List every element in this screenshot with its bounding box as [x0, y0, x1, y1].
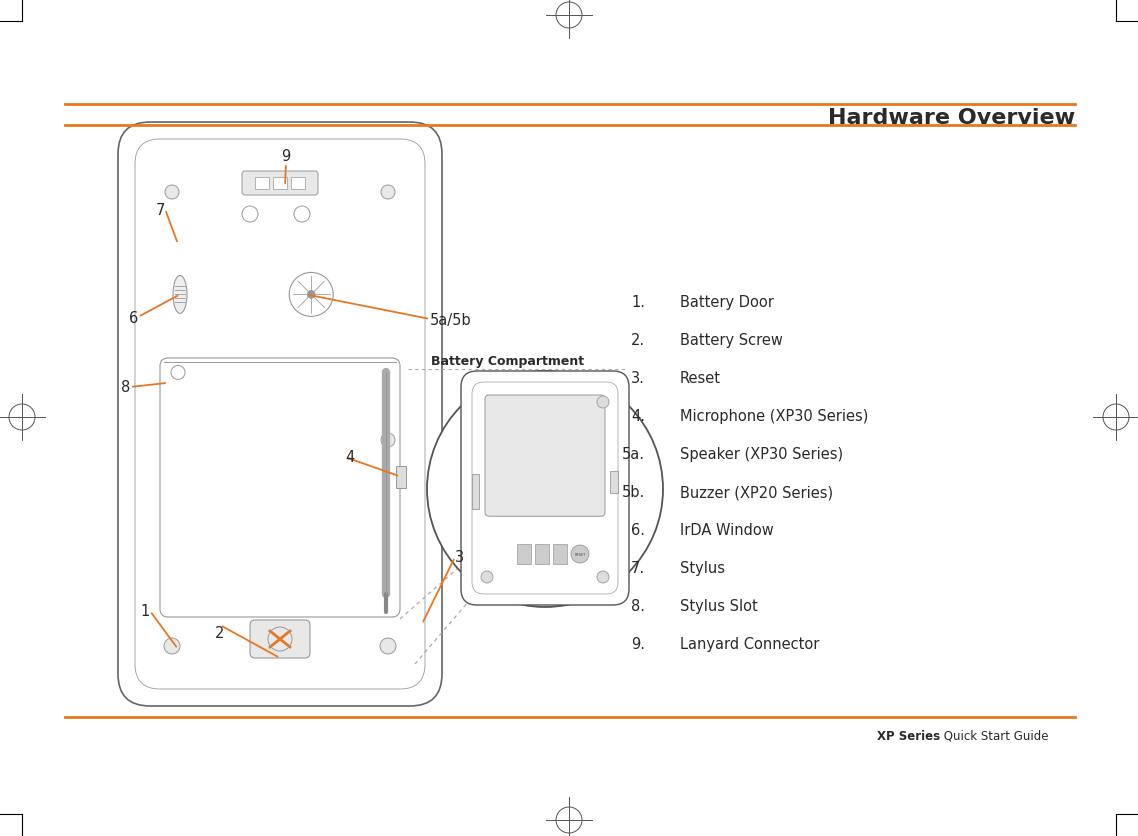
Text: 1.: 1. [630, 294, 645, 309]
Circle shape [597, 396, 609, 409]
Circle shape [164, 638, 180, 655]
Circle shape [380, 638, 396, 655]
Text: 3: 3 [455, 550, 464, 565]
Text: Battery Door: Battery Door [681, 294, 774, 309]
Bar [517, 544, 531, 564]
Circle shape [427, 371, 663, 607]
Text: 8.: 8. [630, 599, 645, 614]
Circle shape [481, 571, 493, 584]
Text: 2.: 2. [630, 333, 645, 348]
Bar [535, 544, 549, 564]
Text: 9: 9 [281, 149, 290, 164]
Bar [610, 472, 618, 493]
Circle shape [597, 571, 609, 584]
FancyBboxPatch shape [250, 620, 310, 658]
Text: 4.: 4. [630, 409, 645, 424]
Ellipse shape [173, 276, 187, 314]
Text: 4: 4 [345, 450, 354, 465]
Text: Reset: Reset [681, 370, 721, 385]
Text: RESET: RESET [575, 553, 586, 556]
Text: 5a.: 5a. [622, 446, 645, 461]
Text: 1: 1 [141, 604, 150, 619]
Text: 7: 7 [156, 202, 165, 217]
Text: Battery Compartment: Battery Compartment [431, 354, 585, 368]
FancyBboxPatch shape [485, 395, 605, 517]
FancyBboxPatch shape [118, 123, 442, 706]
Bar [396, 466, 406, 489]
Text: Stylus Slot: Stylus Slot [681, 599, 758, 614]
Text: 9.: 9. [630, 636, 645, 651]
Text: XP Series: XP Series [877, 729, 940, 742]
Bar [291, 178, 305, 190]
Text: Speaker (XP30 Series): Speaker (XP30 Series) [681, 446, 843, 461]
Text: 7.: 7. [630, 560, 645, 575]
Text: IrDA Window: IrDA Window [681, 522, 774, 538]
Circle shape [165, 186, 179, 200]
Text: 5a/5b: 5a/5b [430, 312, 471, 327]
Circle shape [381, 434, 395, 447]
Text: Lanyard Connector: Lanyard Connector [681, 636, 819, 651]
Text: Hardware Overview: Hardware Overview [827, 108, 1075, 128]
Text: Battery Screw: Battery Screw [681, 333, 783, 348]
Text: 5b.: 5b. [621, 484, 645, 499]
Text: Microphone (XP30 Series): Microphone (XP30 Series) [681, 409, 868, 424]
Circle shape [289, 273, 333, 317]
Bar [255, 178, 269, 190]
Text: Buzzer (XP20 Series): Buzzer (XP20 Series) [681, 484, 833, 499]
FancyBboxPatch shape [461, 371, 629, 605]
Text: 6: 6 [129, 310, 138, 325]
Bar [472, 475, 479, 509]
Bar [273, 178, 287, 190]
Text: 2: 2 [215, 625, 224, 640]
Text: Quick Start Guide: Quick Start Guide [940, 729, 1048, 742]
Circle shape [571, 545, 589, 563]
Text: Stylus: Stylus [681, 560, 725, 575]
Bar [553, 544, 567, 564]
Text: 8: 8 [121, 380, 130, 395]
Circle shape [381, 186, 395, 200]
Text: 3.: 3. [632, 370, 645, 385]
FancyBboxPatch shape [242, 171, 318, 196]
Circle shape [307, 291, 315, 299]
Text: 6.: 6. [630, 522, 645, 538]
